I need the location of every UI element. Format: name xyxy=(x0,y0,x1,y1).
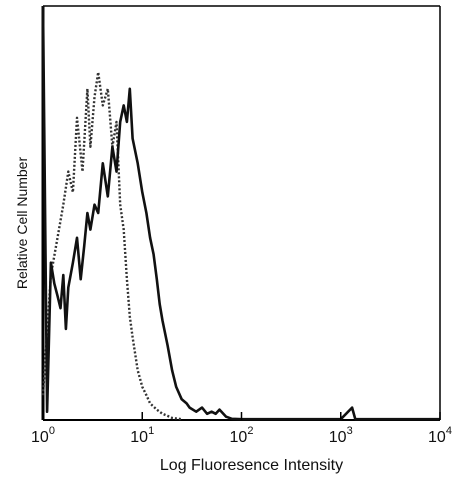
y-axis-label: Relative Cell Number xyxy=(14,157,30,290)
x-tick-label: 101 xyxy=(130,425,154,446)
plot-background xyxy=(43,6,440,420)
series-layer xyxy=(41,5,440,421)
x-tick-label: 102 xyxy=(230,425,254,446)
x-ticks: 100 101 102 103 104 xyxy=(31,412,452,446)
x-axis-label: Log Fluoresence Intensity xyxy=(160,457,343,474)
plot-area xyxy=(41,5,441,421)
series-dotted-line xyxy=(41,70,182,421)
series-solid-line xyxy=(41,5,440,421)
x-tick-label: 103 xyxy=(329,425,353,446)
x-tick-label: 100 xyxy=(31,425,55,446)
x-tick-label: 104 xyxy=(428,425,452,446)
